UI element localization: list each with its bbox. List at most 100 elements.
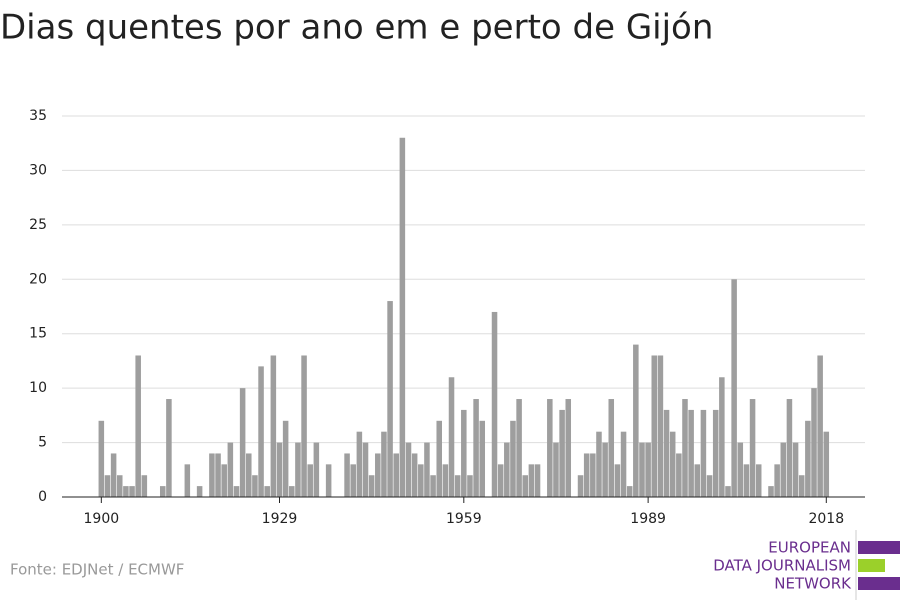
bar [301,355,307,497]
bar [805,420,811,497]
x-tick-label: 1929 [262,511,298,527]
logo-bar [858,541,900,554]
bar [688,409,694,497]
source: Fonte: EDJNet / ECMWF [10,561,184,579]
bar [712,409,719,497]
logo-text: NETWORK [774,575,852,593]
y-tick-label: 0 [38,489,47,505]
bar [565,399,572,497]
chart-title: Dias quentes por ano em e perto de Gijón [0,8,713,48]
bar [258,366,264,497]
bar [614,464,621,497]
bar [651,355,658,497]
bar [129,486,135,497]
bar [399,137,406,497]
bar [682,399,688,497]
y-tick-label: 20 [29,271,47,287]
bar [215,453,221,497]
bar [221,464,227,497]
bar [786,399,793,497]
bar [534,464,541,497]
bar [289,486,295,497]
logo-text: DATA JOURNALISM [713,557,851,575]
y-tick-label: 25 [29,217,47,233]
bar [362,442,369,497]
bar [700,409,707,497]
bar [368,475,375,497]
bar [577,475,584,497]
bar [743,464,750,497]
x-tick-label: 1900 [84,511,120,527]
bar [233,486,240,497]
bar [694,464,701,497]
bar [184,464,191,497]
bar [135,355,141,497]
bar [657,355,664,497]
bar [141,475,148,497]
bar [645,442,651,497]
bar [325,464,332,497]
bar [497,464,504,497]
bar [295,442,301,497]
bar [246,453,252,497]
bar [811,388,817,497]
bar [823,431,830,497]
bar [264,486,270,497]
y-tick-label: 5 [38,435,47,451]
bar [270,355,277,497]
bar [522,475,529,497]
bar [817,355,823,497]
bar [590,453,596,497]
bar [196,486,203,497]
bar [430,475,436,497]
bar [252,475,258,497]
bar [375,453,381,497]
bar [792,442,799,497]
bar [479,420,486,497]
bar [583,453,590,497]
bar [559,409,565,497]
bar [491,311,498,497]
bar [381,431,387,497]
bar [473,399,479,497]
bar [448,377,455,497]
x-tick-label: 2018 [808,511,844,527]
x-tick-label: 1989 [630,511,666,527]
bar [620,431,627,497]
bar [405,442,412,497]
bar [608,399,615,497]
bar [209,453,215,497]
bar [227,442,234,497]
bar [454,475,461,497]
bar [798,475,805,497]
bar [737,442,744,497]
bar [719,377,725,497]
y-tick-label: 30 [29,162,47,178]
bar [626,486,633,497]
y-tick-label: 10 [29,380,47,396]
bar [159,486,166,497]
bar [768,486,774,497]
bar [104,475,111,497]
bar [706,475,713,497]
bar [725,486,731,497]
bar [110,453,117,497]
bar [116,475,123,497]
bar [639,442,645,497]
logo-bar [858,577,900,590]
bar [528,464,535,497]
bar [123,486,129,497]
bar [731,279,737,497]
bar [282,420,289,497]
bar [596,431,602,497]
bar [344,453,350,497]
bar [350,464,356,497]
bar [755,464,762,497]
bar [356,431,363,497]
bar [166,399,172,497]
bar [467,475,473,497]
bar [418,464,424,497]
bar [774,464,780,497]
bar [393,453,399,497]
